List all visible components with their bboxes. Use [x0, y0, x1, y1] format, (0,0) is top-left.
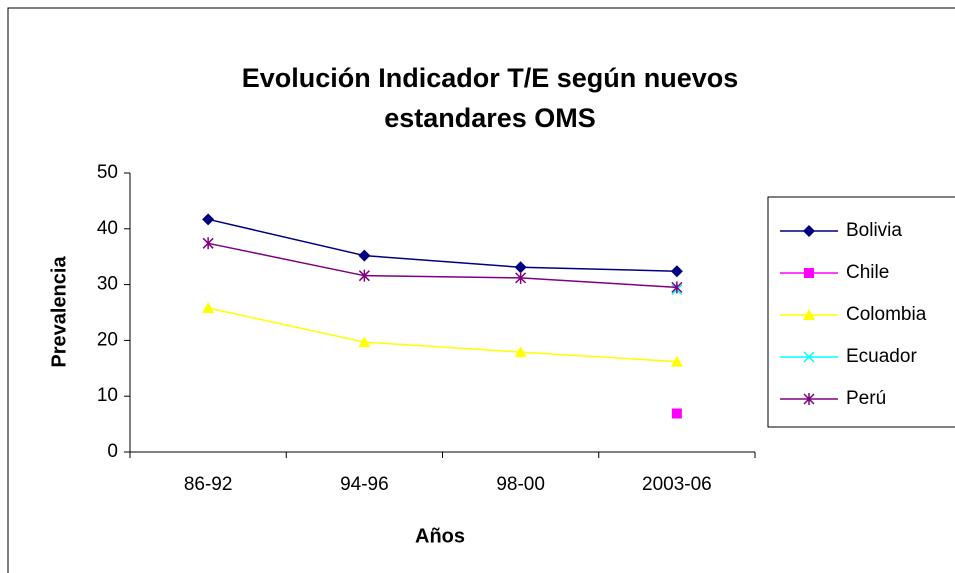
x-tick-label: 94-96 [340, 474, 389, 495]
y-tick-label: 40 [97, 218, 118, 239]
marker [670, 355, 683, 367]
marker [804, 268, 814, 278]
series-line [207, 218, 677, 272]
marker [514, 261, 527, 274]
x-tick-label: 2003-06 [642, 474, 712, 495]
marker [803, 309, 815, 320]
y-tick-label: 30 [97, 274, 118, 295]
x-tick-label: 86-92 [184, 474, 233, 495]
marker [202, 213, 215, 226]
marker [803, 225, 815, 237]
y-tick-label: 20 [97, 329, 118, 350]
legend-box [767, 196, 955, 428]
marker [202, 302, 215, 314]
series-line [207, 307, 677, 363]
x-axis-label: Años [415, 525, 465, 547]
marker [358, 249, 371, 262]
marker [671, 408, 682, 419]
marker [358, 336, 371, 348]
marker [670, 265, 683, 278]
legend-label: Bolivia [846, 220, 902, 241]
marker [358, 269, 370, 282]
x-tick-label: 98-00 [496, 474, 545, 495]
chart-title: Evolución Indicador T/E según nuevos est… [241, 63, 739, 133]
legend-label: Colombia [846, 304, 927, 325]
y-tick-label: 10 [97, 385, 118, 406]
marker [514, 346, 527, 358]
marker [803, 393, 815, 405]
legend-label: Perú [846, 388, 886, 409]
legend-label: Ecuador [846, 346, 917, 367]
marker [202, 237, 214, 250]
y-tick-label: 0 [107, 441, 118, 462]
marker [671, 281, 683, 294]
marker [803, 351, 815, 363]
y-tick-label: 50 [97, 162, 118, 183]
legend-label: Chile [846, 262, 889, 283]
marker [515, 271, 527, 284]
series-line [207, 242, 677, 289]
y-axis-label: Prevalencia [48, 256, 70, 368]
